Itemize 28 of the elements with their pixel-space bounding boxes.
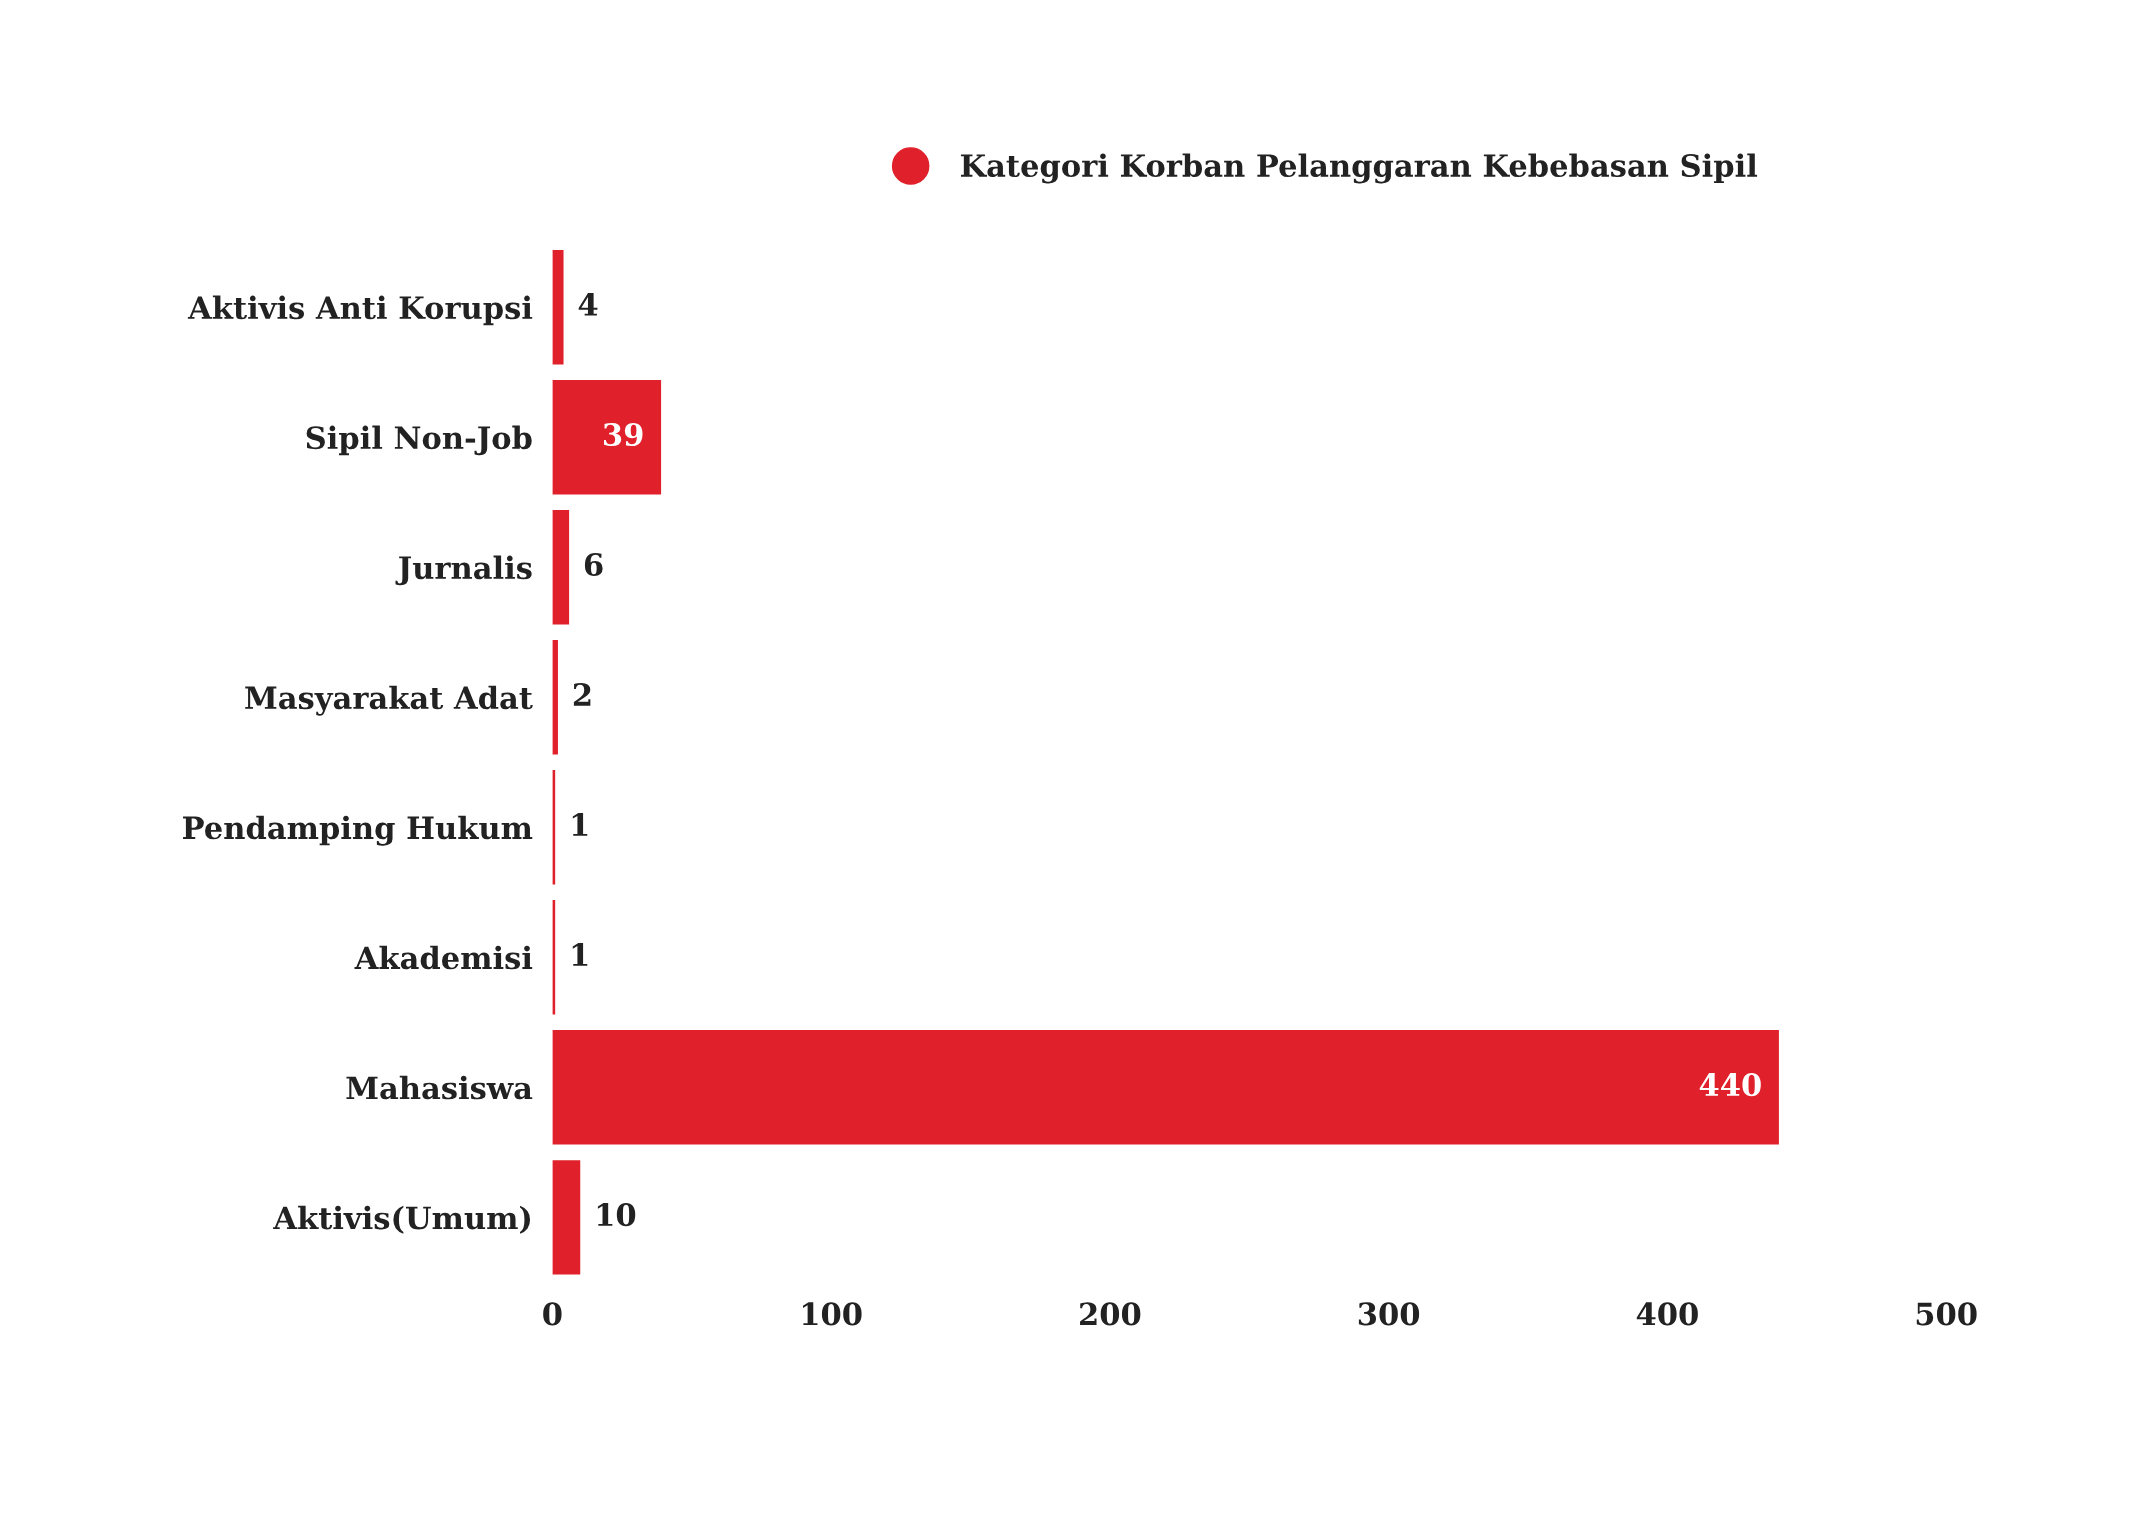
- data-label: 1: [572, 813, 588, 836]
- bar: [552, 379, 662, 495]
- bar: [552, 249, 564, 365]
- data-label: 39: [604, 422, 643, 447]
- y-tick-label: Akademisi: [354, 945, 533, 970]
- data-label: 4: [578, 292, 598, 316]
- x-tick-label: 400: [1636, 1302, 1698, 1326]
- x-tick-label: 500: [1916, 1302, 1977, 1326]
- data-label: 6: [584, 552, 603, 577]
- y-tick-label: Pendamping Hukum: [183, 815, 533, 846]
- x-tick-label: 0: [543, 1302, 562, 1326]
- y-tick-label: Mahasiswa: [346, 1075, 533, 1100]
- x-tick-label: 300: [1358, 1302, 1420, 1326]
- bar: [552, 510, 570, 625]
- y-tick-label: Sipil Non-Job: [306, 425, 532, 456]
- bar: [552, 1030, 1779, 1145]
- data-label: 440: [1699, 1073, 1761, 1097]
- y-tick-label: Masyarakat Adat: [245, 685, 533, 716]
- data-label: 10: [597, 1203, 636, 1227]
- y-tick-label: Aktivis Anti Korupsi: [187, 295, 533, 326]
- legend-label: Kategori Korban Pelanggaran Kebebasan Sipil: [960, 153, 1758, 184]
- bar: [552, 1160, 581, 1275]
- y-tick-label: Jurnalis: [395, 555, 532, 586]
- data-label: 2: [573, 683, 591, 706]
- x-tick-label: 100: [802, 1302, 862, 1326]
- data-label: 1: [572, 943, 588, 966]
- x-tick-label: 200: [1080, 1302, 1141, 1326]
- y-tick-label: Aktivis(Umum): [273, 1205, 531, 1234]
